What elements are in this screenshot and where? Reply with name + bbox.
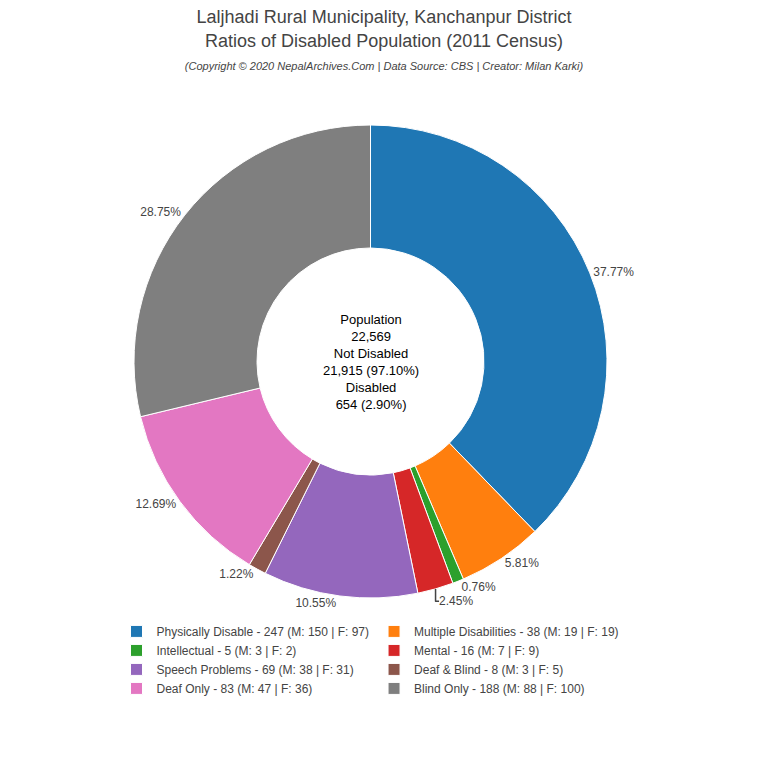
svg-text:Population22,569Not Disabled21: Population22,569Not Disabled21,915 (97.1… (323, 312, 419, 412)
svg-text:Laljhadi Rural Municipality, K: Laljhadi Rural Municipality, Kanchanpur … (185, 7, 584, 72)
svg-text:Blind Only - 188 (M: 88 | F: 1: Blind Only - 188 (M: 88 | F: 100) (414, 682, 585, 696)
svg-text:12.69%: 12.69% (135, 497, 176, 511)
svg-text:28.75%: 28.75% (140, 205, 181, 219)
svg-text:Deaf & Blind - 8 (M: 3 | F: 5): Deaf & Blind - 8 (M: 3 | F: 5) (414, 663, 563, 677)
svg-text:37.77%: 37.77% (593, 265, 634, 279)
svg-text:Physically Disable - 247 (M: 1: Physically Disable - 247 (M: 150 | F: 97… (157, 625, 370, 639)
svg-text:Multiple Disabilities - 38 (M:: Multiple Disabilities - 38 (M: 19 | F: 1… (414, 625, 619, 639)
svg-text:0.76%: 0.76% (462, 580, 496, 594)
svg-text:10.55%: 10.55% (295, 596, 336, 610)
svg-text:Mental - 16 (M: 7 | F: 9): Mental - 16 (M: 7 | F: 9) (414, 644, 539, 658)
svg-text:Speech Problems - 69 (M: 38 |: Speech Problems - 69 (M: 38 | F: 31) (157, 663, 354, 677)
svg-text:5.81%: 5.81% (505, 556, 539, 570)
svg-text:Deaf Only - 83 (M: 47 | F: 36): Deaf Only - 83 (M: 47 | F: 36) (157, 682, 313, 696)
svg-text:1.22%: 1.22% (219, 567, 253, 581)
svg-text:2.45%: 2.45% (439, 594, 473, 608)
svg-text:Intellectual - 5 (M: 3 | F: 2): Intellectual - 5 (M: 3 | F: 2) (157, 644, 297, 658)
